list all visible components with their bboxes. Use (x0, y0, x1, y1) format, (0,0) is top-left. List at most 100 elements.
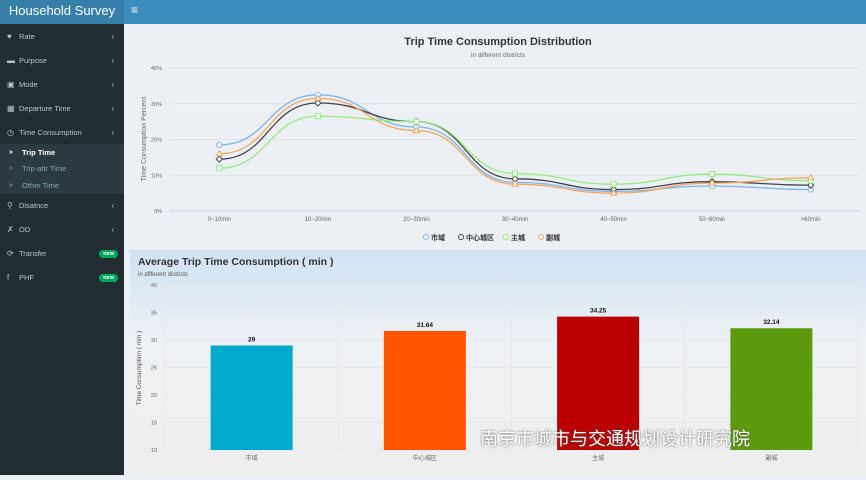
data-label: 29 (248, 337, 256, 344)
chevron-left-icon: ‹ (111, 127, 114, 137)
data-point[interactable] (610, 181, 617, 188)
data-point[interactable] (216, 165, 223, 172)
sidebar-item-disatnce[interactable]: ⚲ Disatnce ‹ (0, 194, 124, 218)
legend-label: 市域 (431, 233, 445, 242)
sidebar-item-departure-time[interactable]: ▦ Departure Time ‹ (0, 96, 124, 120)
data-point[interactable] (216, 141, 223, 148)
sidebar-item-label: PHF (19, 273, 34, 282)
y-tick-label: 35 (151, 311, 157, 317)
sidebar-item-label: OD (19, 225, 31, 234)
sidebar-item-label: Disatnce (19, 201, 49, 210)
x-tick-label: 市域 (246, 454, 258, 462)
x-tick-label: 副城 (765, 454, 777, 462)
hamburger-icon[interactable]: ≡ (131, 3, 139, 17)
new-badge: new (99, 273, 118, 282)
legend-marker (503, 234, 509, 240)
y-tick-label: 10% (151, 173, 162, 179)
y-tick-label: 15 (151, 421, 157, 427)
data-point[interactable] (709, 171, 716, 178)
data-point[interactable] (511, 180, 519, 187)
bus-icon: ▣ (7, 79, 15, 89)
sidebar-item-label: Departure Time (19, 103, 71, 113)
y-tick-label: 40 (151, 283, 157, 289)
submenu-label: Other Time (22, 180, 60, 190)
data-label: 31.64 (417, 322, 434, 329)
x-tick-label: 主城 (592, 454, 604, 462)
heartbeat-icon: ♥ (7, 31, 12, 41)
sidebar-item-label: Purpose (19, 55, 47, 65)
legend-item[interactable]: 市域 (423, 233, 446, 242)
double-chevron-icon: » (9, 148, 13, 156)
app-title: Household Survey (0, 0, 124, 24)
watermark-text: 南京市城市与交通规划设计研究院 (480, 429, 750, 449)
data-point[interactable] (413, 118, 420, 125)
y-tick-label: 30% (151, 102, 162, 108)
sidebar-item-transfer[interactable]: ⟳ Transfer new (0, 242, 124, 266)
data-point[interactable] (609, 189, 618, 196)
data-point[interactable] (314, 113, 321, 120)
sidebar-item-od[interactable]: ✗ OD ‹ (0, 218, 124, 242)
briefcase-icon: ▬ (7, 55, 15, 65)
legend-label: 主城 (511, 233, 525, 242)
chevron-left-icon: ‹ (111, 225, 114, 234)
x-tick-label: 中心城区 (413, 454, 437, 462)
chart-title: Average Trip Time Consumption ( min ) (138, 256, 333, 268)
y-tick-label: 20% (151, 138, 162, 144)
calendar-icon: ▦ (7, 103, 15, 113)
chevron-left-icon: ‹ (111, 55, 114, 65)
data-point[interactable] (215, 149, 224, 157)
bar[interactable] (210, 345, 293, 451)
data-point[interactable] (215, 155, 223, 163)
facebook-icon: f (7, 273, 10, 282)
x-tick-label: >60min (801, 217, 821, 223)
map-marker-icon: ⚲ (7, 201, 13, 210)
x-tick-label: 10~20min (305, 217, 332, 223)
sidebar-item-rate[interactable]: ♥ Rate ‹ (0, 24, 124, 48)
legend-marker (423, 234, 429, 240)
clock-icon: ◷ (7, 127, 14, 137)
data-point[interactable] (708, 179, 717, 186)
data-point[interactable] (512, 170, 518, 177)
bar-chart-panel: Average Trip Time Consumption ( min ) in … (130, 250, 866, 475)
y-tick-label: 20 (151, 393, 157, 399)
x-tick-label: 40~50min (600, 217, 627, 223)
chevron-left-icon: ‹ (111, 201, 114, 210)
double-chevron-icon: » (9, 181, 13, 189)
submenu-item[interactable]: » Other Time (0, 177, 124, 194)
xing-icon: ✗ (7, 225, 14, 234)
legend-item[interactable]: 副城 (538, 233, 561, 242)
x-tick-label: 30~40min (502, 217, 529, 223)
sidebar-item-label: Transfer (19, 249, 47, 258)
data-point[interactable] (806, 173, 815, 181)
sidebar-item-purpose[interactable]: ▬ Purpose ‹ (0, 48, 124, 72)
submenu-item[interactable]: » Trip Time (0, 144, 124, 161)
data-point[interactable] (313, 94, 322, 101)
chart-subtitle: in different districts (138, 272, 188, 278)
sidebar-item-time-consumption[interactable]: ◷ Time Consumption ‹ (0, 120, 124, 144)
bar[interactable] (557, 316, 640, 450)
legend-item[interactable]: 中心城区 (458, 233, 495, 242)
sidebar-item-label: Mode (19, 79, 38, 89)
y-tick-label: 10 (151, 448, 157, 454)
sidebar-item-phf[interactable]: f PHF new (0, 266, 124, 290)
y-tick-label: 40% (151, 66, 162, 72)
data-label: 34.25 (590, 308, 607, 315)
submenu-item[interactable]: » Trip-attr Time (0, 161, 124, 178)
line-chart-panel: Trip Time Consumption Distribution in dif… (130, 24, 866, 250)
data-point[interactable] (314, 99, 322, 107)
chevron-left-icon: ‹ (111, 31, 114, 41)
y-axis-label: Time Consumption Percent (141, 97, 148, 182)
data-point[interactable] (807, 181, 815, 189)
legend-item[interactable]: 主城 (503, 233, 526, 242)
legend-marker (458, 234, 464, 240)
y-tick-label: 0% (154, 209, 162, 215)
legend-label: 中心城区 (466, 233, 494, 242)
submenu: » Trip Time » Trip-attr Time » Other Time (0, 144, 124, 194)
bar[interactable] (383, 330, 466, 450)
submenu-label: Trip-attr Time (22, 164, 67, 174)
data-point[interactable] (412, 126, 421, 134)
bar[interactable] (730, 328, 813, 450)
sidebar-item-mode[interactable]: ▣ Mode ‹ (0, 72, 124, 96)
data-label: 32.14 (763, 319, 780, 326)
y-tick-label: 30 (151, 338, 157, 344)
